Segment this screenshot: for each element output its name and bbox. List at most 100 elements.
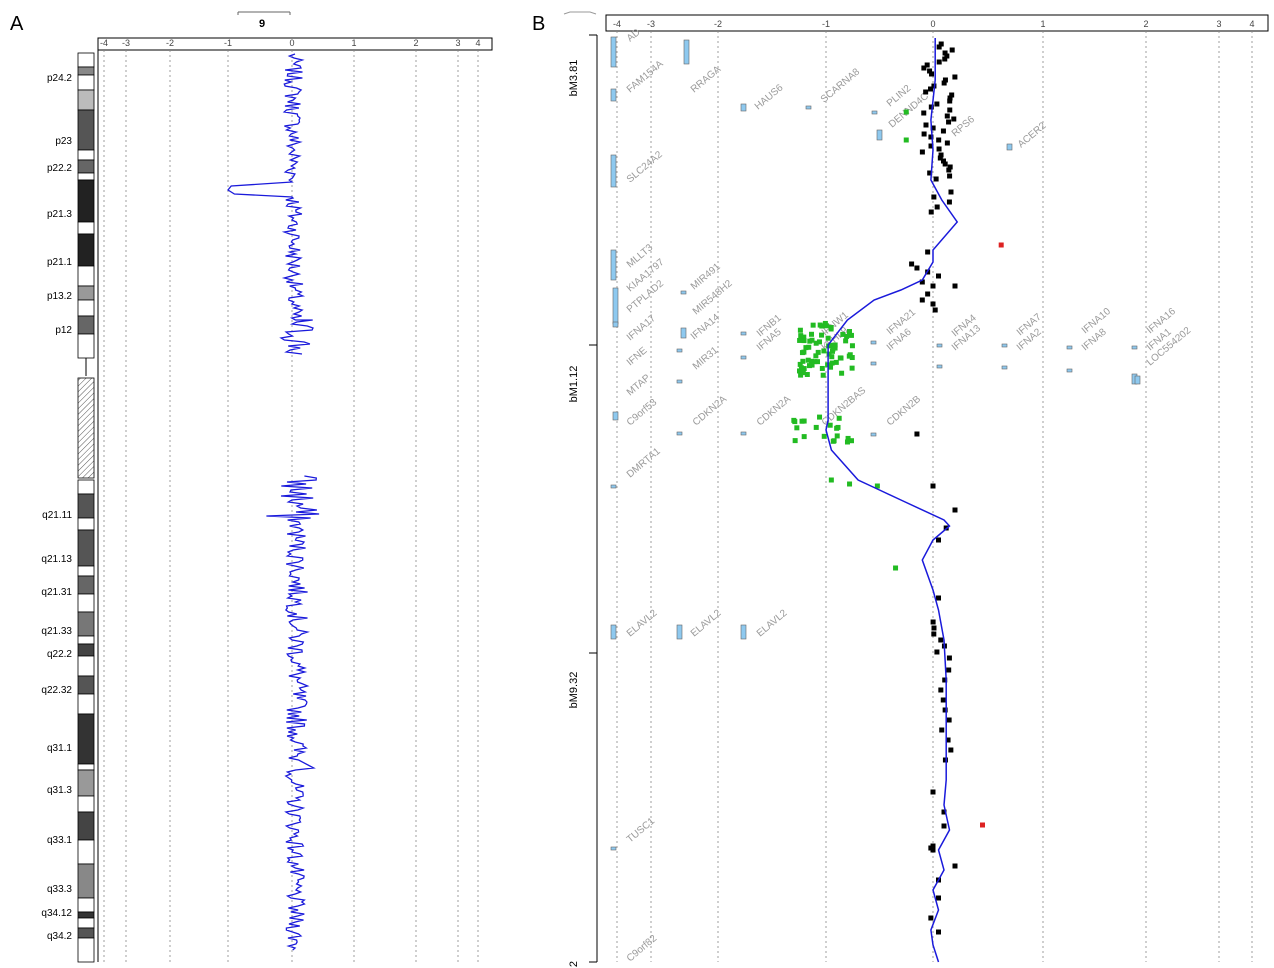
gene-label: CDKN2B xyxy=(885,394,923,429)
probe-point xyxy=(925,291,931,297)
gene-box xyxy=(680,327,687,339)
probe-point xyxy=(946,199,952,205)
probe-point xyxy=(938,637,944,643)
gene-label: C9orf53 xyxy=(625,397,660,429)
probe-point xyxy=(928,104,934,110)
probe-point xyxy=(813,353,819,359)
gene-box xyxy=(740,431,747,436)
gene-label: CDKN2A xyxy=(755,394,793,429)
probe-point xyxy=(936,929,941,935)
probe-point xyxy=(849,343,855,349)
probe-point xyxy=(821,433,827,439)
panel-b-bracket xyxy=(563,11,597,15)
gene-box xyxy=(676,379,683,384)
probe-point xyxy=(840,331,846,337)
probe-point xyxy=(829,354,835,360)
probe-point xyxy=(930,301,936,307)
x-tick-label-b: -2 xyxy=(714,19,722,29)
x-tick-label-b: -1 xyxy=(822,19,830,29)
probe-point xyxy=(828,326,834,332)
probe-point xyxy=(942,161,948,167)
probe-point xyxy=(931,631,937,637)
probe-point xyxy=(874,483,880,489)
probe-point xyxy=(817,322,823,328)
probe-point xyxy=(948,747,954,753)
probe-point xyxy=(944,113,950,119)
heterochromatin-region xyxy=(77,377,95,479)
probe-point xyxy=(903,109,909,115)
probe-point xyxy=(845,435,851,441)
ideogram-band xyxy=(77,299,95,317)
probe-point xyxy=(794,425,800,431)
gene-box xyxy=(612,287,619,325)
probe-point xyxy=(804,371,810,377)
band-label: q34.12 xyxy=(41,908,72,919)
probe-point xyxy=(924,62,930,68)
probe-point xyxy=(791,417,797,423)
panel-a: 9 -4 -3 -2 -1 0 1 2 3 4 p24.2p23p22.2p21.3p21.1p… xyxy=(41,11,493,963)
axis-a-frame xyxy=(97,37,493,51)
x-tick-label-b: 2 xyxy=(1143,19,1148,29)
probe-point xyxy=(817,414,823,420)
probe-point xyxy=(936,59,942,65)
ideogram-band xyxy=(77,911,95,919)
panel-b-grid xyxy=(616,31,1253,962)
ideogram-band xyxy=(77,333,95,359)
band-label: p22.2 xyxy=(47,163,72,174)
probe-point xyxy=(927,170,933,176)
probe-point xyxy=(848,438,854,444)
probe-point xyxy=(848,332,854,338)
probe-point xyxy=(797,368,803,374)
gene-box xyxy=(610,484,617,489)
probe-point xyxy=(827,422,833,428)
gene-box xyxy=(610,88,617,102)
probe-point xyxy=(930,483,936,489)
probe-point xyxy=(812,359,818,365)
gene-box xyxy=(676,431,683,436)
ideogram-band xyxy=(77,795,95,813)
probe-point xyxy=(799,418,805,424)
x-tick-label-b: 0 xyxy=(930,19,935,29)
x-tick-label-b: 4 xyxy=(1249,19,1254,29)
ideogram-band xyxy=(77,52,95,68)
x-tick-label-a: -3 xyxy=(122,38,130,48)
ideogram-band xyxy=(77,172,95,181)
probe-point xyxy=(946,167,952,173)
ideogram-band xyxy=(77,66,95,76)
gene-box xyxy=(676,348,683,353)
band-label: q21.13 xyxy=(41,554,72,565)
probe-point xyxy=(951,116,957,122)
ideogram-band xyxy=(77,839,95,865)
gene-label: IFNA17 xyxy=(625,313,658,343)
probe-point xyxy=(934,101,940,107)
probe-point xyxy=(942,56,948,62)
ideogram-band xyxy=(77,811,95,841)
position-label: bM3.81 xyxy=(568,60,580,97)
probe-point xyxy=(937,155,943,161)
x-tick-label-a: -1 xyxy=(224,38,232,48)
x-tick-label-a: 1 xyxy=(351,38,356,48)
probe-point xyxy=(940,158,946,164)
gene-box xyxy=(870,361,877,366)
probe-point xyxy=(938,152,944,158)
probe-point xyxy=(810,322,816,328)
band-label: q31.3 xyxy=(47,785,72,796)
gene-label: ELAVL2 xyxy=(755,607,790,639)
probe-point xyxy=(823,323,829,329)
ideogram-band xyxy=(77,149,95,161)
x-tick-label-b: -4 xyxy=(613,19,621,29)
gene-label: CDKN2A xyxy=(691,394,729,429)
probe-point xyxy=(819,365,825,371)
probe-point xyxy=(849,355,855,361)
probe-point xyxy=(921,110,927,116)
band-label: q21.31 xyxy=(41,587,72,598)
probe-point xyxy=(834,433,840,439)
panel-a-grid xyxy=(103,50,479,962)
position-label: bM1.12 xyxy=(568,366,580,403)
probe-point xyxy=(797,361,803,367)
probe-point xyxy=(930,847,936,853)
probe-point xyxy=(903,137,909,143)
probe-point xyxy=(942,757,948,763)
probe-point xyxy=(941,823,947,829)
